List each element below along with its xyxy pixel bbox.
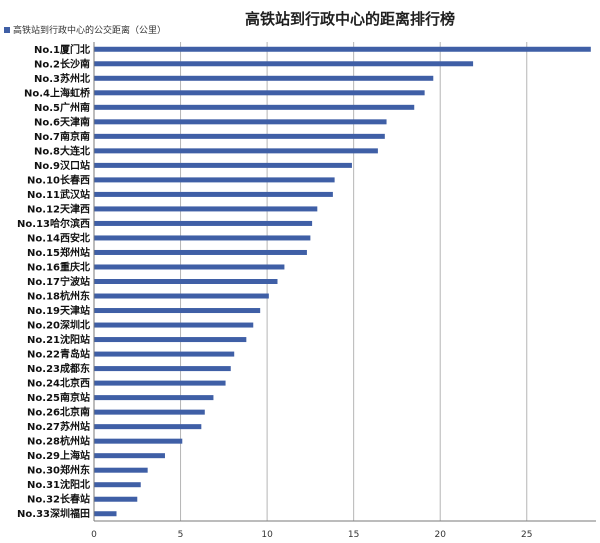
category-label: No.30郑州东	[27, 464, 90, 477]
category-label: No.13哈尔滨西	[17, 217, 90, 230]
bar	[94, 409, 205, 415]
category-label: No.12天津西	[27, 202, 90, 215]
category-label: No.15郑州站	[27, 246, 90, 259]
chart-title: 高铁站到行政中心的距离排行榜	[245, 10, 455, 28]
bar	[94, 351, 235, 357]
category-label: No.26北京南	[27, 406, 90, 419]
category-label: No.17宁波站	[27, 275, 90, 288]
category-label: No.22青岛站	[27, 348, 90, 361]
category-label: No.25南京站	[27, 391, 90, 404]
category-label: No.21沈阳站	[27, 333, 90, 346]
bar	[94, 162, 352, 168]
bar	[94, 496, 138, 502]
legend-swatch	[4, 27, 10, 33]
x-tick-labels: 0 5 10 15 20 25	[91, 530, 532, 540]
legend-label: 高铁站到行政中心的公交距离（公里）	[13, 24, 166, 36]
legend: 高铁站到行政中心的公交距离（公里）	[4, 24, 166, 36]
x-tick-label: 25	[521, 530, 532, 540]
bar	[94, 177, 335, 183]
bar	[94, 104, 415, 110]
bar	[94, 46, 591, 52]
bar	[94, 235, 311, 241]
bar	[94, 380, 226, 386]
bar	[94, 366, 231, 372]
bar	[94, 148, 378, 154]
category-label: No.16重庆北	[27, 260, 90, 273]
category-label: No.6天津南	[34, 115, 90, 128]
bar	[94, 293, 269, 299]
category-label: No.2长沙南	[34, 57, 90, 70]
bar	[94, 206, 318, 212]
x-tick-label: 20	[434, 530, 446, 540]
bar	[94, 61, 474, 67]
category-label: No.1厦门北	[34, 43, 90, 56]
bar	[94, 191, 333, 197]
bar	[94, 90, 425, 96]
x-tick-label: 10	[261, 530, 273, 540]
category-label: No.31沈阳北	[27, 478, 90, 491]
category-label: No.3苏州北	[34, 72, 90, 85]
category-label: No.29上海站	[27, 449, 90, 462]
bar	[94, 511, 117, 517]
x-tick-label: 15	[348, 530, 359, 540]
category-label: No.20深圳北	[27, 319, 90, 332]
category-label: No.18杭州东	[27, 290, 90, 303]
bar	[94, 133, 385, 139]
bar	[94, 438, 183, 444]
category-label: No.33深圳福田	[17, 507, 90, 520]
bars	[94, 46, 591, 517]
bar	[94, 424, 202, 430]
bar	[94, 337, 247, 343]
bar	[94, 322, 254, 328]
bar	[94, 482, 141, 488]
bar	[94, 75, 434, 81]
category-label: No.19天津站	[27, 304, 90, 317]
category-label: No.7南京南	[34, 130, 90, 143]
bar	[94, 395, 214, 401]
category-label: No.28杭州站	[27, 435, 90, 448]
category-label: No.24北京西	[27, 377, 90, 390]
bar	[94, 220, 313, 226]
bar	[94, 264, 285, 270]
category-label: No.23成都东	[27, 362, 90, 375]
category-label: No.5广州南	[34, 101, 90, 114]
category-label: No.11武汉站	[27, 188, 90, 201]
bar	[94, 119, 387, 125]
category-label: No.14西安北	[27, 231, 90, 244]
category-label: No.9汉口站	[34, 159, 90, 172]
category-label: No.4上海虹桥	[24, 86, 91, 99]
category-label: No.32长春站	[27, 493, 90, 506]
category-label: No.27苏州站	[27, 420, 90, 433]
bar	[94, 453, 165, 459]
bar	[94, 279, 278, 284]
bar	[94, 249, 307, 255]
bar	[94, 308, 261, 314]
category-label: No.10长春西	[27, 173, 90, 186]
x-tick-label: 0	[91, 530, 97, 540]
category-label: No.8大连北	[34, 144, 90, 157]
x-tick-label: 5	[178, 530, 184, 540]
bar	[94, 467, 148, 473]
